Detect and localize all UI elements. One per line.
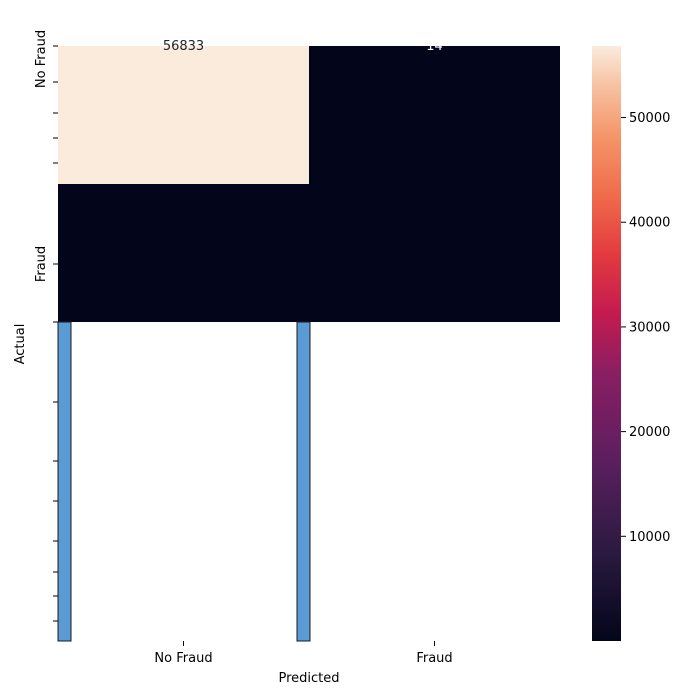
heatmap-cells bbox=[58, 46, 560, 322]
overlay-bar-1 bbox=[296, 321, 311, 642]
colorbar-tick-label: 50000 bbox=[629, 111, 670, 126]
heatmap-cell-r0-c0 bbox=[58, 46, 309, 184]
heatmap-cell-r0-c1 bbox=[309, 46, 560, 184]
axes: No Fraud Fraud No Fraud Fraud Predicted Actua… bbox=[13, 30, 453, 686]
overlay-bar-0 bbox=[57, 321, 72, 642]
colorbar-tick-label: 30000 bbox=[629, 320, 670, 335]
overlay-bars bbox=[57, 321, 311, 642]
cell-label-r0-c1: 14 bbox=[426, 39, 443, 54]
cell-annotations: 56833 14 bbox=[163, 39, 443, 54]
colorbar-tick-label: 40000 bbox=[629, 216, 670, 231]
x-tick-label: No Fraud bbox=[154, 651, 212, 666]
cell-label-r0-c0: 56833 bbox=[163, 39, 204, 54]
heatmap-cell-r1-c0 bbox=[58, 184, 309, 322]
y-axis-label: Actual bbox=[13, 324, 28, 365]
y-tick-label: No Fraud bbox=[34, 30, 49, 88]
colorbar-gradient bbox=[592, 46, 621, 641]
colorbar: 10000 20000 30000 40000 50000 bbox=[592, 46, 670, 641]
y-tick-label: Fraud bbox=[34, 246, 49, 282]
colorbar-tick-label: 20000 bbox=[629, 425, 670, 440]
x-tick-label: Fraud bbox=[416, 651, 452, 666]
colorbar-tick-label: 10000 bbox=[629, 530, 670, 545]
x-axis-label: Predicted bbox=[278, 671, 339, 686]
heatmap-cell-r1-c1 bbox=[309, 184, 560, 322]
